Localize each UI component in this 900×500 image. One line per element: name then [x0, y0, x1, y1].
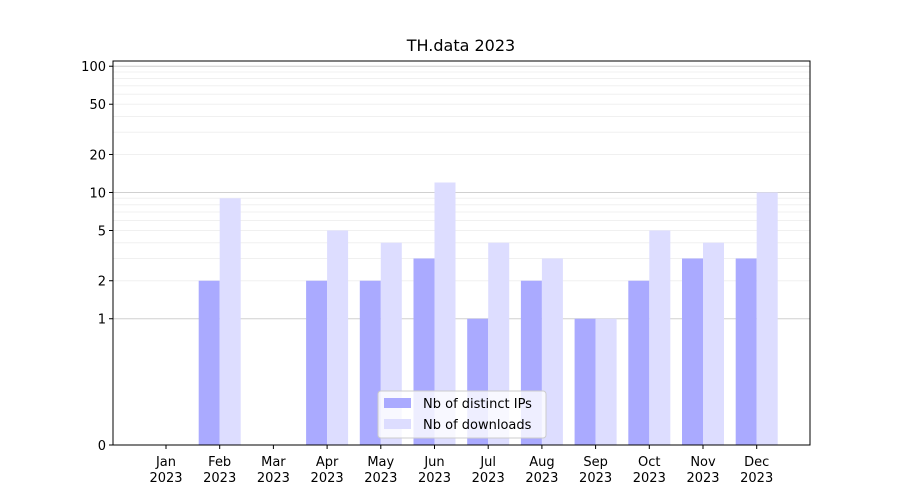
x-tick-label-month: Nov — [690, 455, 716, 470]
x-tick-label-month: Dec — [744, 455, 769, 470]
x-tick-label-month: Jun — [423, 455, 444, 470]
bar-downloads — [541, 258, 563, 445]
bar-distinct-ips — [682, 258, 703, 445]
x-tick-label-month: Sep — [583, 455, 608, 470]
x-tick-label-year: 2023 — [633, 471, 666, 486]
bar-downloads — [649, 230, 671, 445]
x-tick-label-month: May — [367, 455, 394, 470]
y-tick-label: 100 — [81, 60, 106, 75]
x-tick-label-year: 2023 — [257, 471, 290, 486]
bar-distinct-ips — [306, 280, 328, 445]
bar-distinct-ips — [628, 280, 650, 445]
bar-downloads — [219, 198, 241, 445]
x-tick-label-year: 2023 — [203, 471, 236, 486]
legend-swatch — [384, 398, 411, 408]
x-tick-label-month: Jul — [479, 455, 496, 470]
x-tick-label-year: 2023 — [364, 471, 397, 486]
x-axis: Jan2023Feb2023Mar2023Apr2023May2023Jun20… — [149, 445, 773, 486]
bar-downloads — [327, 230, 349, 445]
y-tick-label: 0 — [98, 439, 106, 454]
x-tick-label-month: Mar — [261, 455, 286, 470]
y-tick-label: 1 — [98, 313, 106, 328]
x-tick-label-month: Feb — [208, 455, 231, 470]
y-tick-label: 20 — [89, 148, 106, 163]
bar-distinct-ips — [359, 280, 381, 445]
y-tick-label: 5 — [98, 224, 106, 239]
x-tick-label-year: 2023 — [740, 471, 773, 486]
legend-label: Nb of distinct IPs — [423, 397, 532, 412]
x-tick-label-year: 2023 — [579, 471, 612, 486]
x-tick-label-month: Jan — [155, 455, 176, 470]
x-tick-label-year: 2023 — [418, 471, 451, 486]
bar-distinct-ips — [198, 280, 220, 445]
legend-label: Nb of downloads — [423, 418, 532, 433]
bar-downloads — [595, 318, 617, 445]
y-tick-label: 2 — [98, 275, 106, 290]
bar-downloads — [756, 192, 778, 445]
legend-box — [377, 390, 547, 439]
y-tick-label: 50 — [89, 98, 106, 113]
x-tick-label-year: 2023 — [686, 471, 719, 486]
x-tick-label-year: 2023 — [311, 471, 344, 486]
y-axis: 0 1 2 5 10 20 50 100 — [81, 60, 113, 454]
chart-title: TH.data 2023 — [406, 36, 515, 55]
legend: Nb of distinct IPs Nb of downloads — [377, 390, 547, 439]
x-tick-label-month: Oct — [638, 455, 660, 470]
x-tick-label-year: 2023 — [472, 471, 505, 486]
x-tick-label-month: Aug — [529, 455, 554, 470]
legend-swatch — [384, 419, 411, 429]
x-tick-label-year: 2023 — [149, 471, 182, 486]
bar-distinct-ips — [735, 258, 757, 445]
bar-downloads — [703, 242, 724, 445]
x-tick-label-month: Apr — [316, 455, 339, 470]
x-tick-label-year: 2023 — [525, 471, 558, 486]
y-tick-label: 10 — [89, 186, 106, 201]
bar-distinct-ips — [574, 318, 596, 445]
bar-downloads — [434, 182, 456, 445]
plot-frame — [112, 60, 811, 446]
